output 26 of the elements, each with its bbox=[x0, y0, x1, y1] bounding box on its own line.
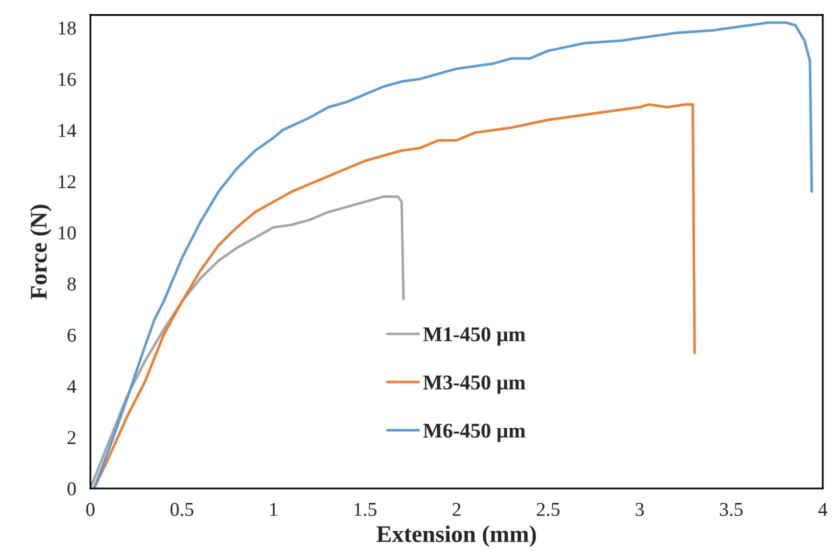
x-tick-label: 0.5 bbox=[170, 502, 194, 516]
x-tick-label: 3 bbox=[636, 502, 644, 516]
legend-label: M1-450 µm bbox=[423, 327, 526, 346]
y-axis-title: Force (N) bbox=[30, 204, 52, 300]
x-tick-label: 1 bbox=[270, 502, 278, 516]
y-tick-label: 10 bbox=[58, 226, 76, 240]
line-series bbox=[92, 21, 814, 488]
legend-label: M6-450 µm bbox=[423, 424, 526, 442]
y-tick-label: 2 bbox=[68, 431, 76, 444]
y-tick-label: 8 bbox=[68, 277, 76, 291]
y-tick-label: 6 bbox=[68, 328, 76, 342]
y-tick-label: 4 bbox=[67, 380, 76, 393]
x-tick-label: 1.5 bbox=[354, 502, 376, 516]
legend-label: M3-450 µm bbox=[423, 375, 526, 394]
line-series bbox=[90, 195, 405, 488]
x-tick-label: 2.5 bbox=[536, 502, 560, 516]
x-axis-title: Extension (mm) bbox=[376, 525, 536, 547]
x-tick-label: 2 bbox=[452, 502, 460, 516]
y-tick-label: 18 bbox=[58, 22, 76, 35]
x-tick-label: 3.5 bbox=[720, 502, 743, 516]
y-tick-label: 16 bbox=[58, 72, 76, 86]
y-tick-label: 14 bbox=[58, 124, 76, 137]
y-tick-label: 12 bbox=[58, 175, 76, 188]
x-tick-label: 4 bbox=[818, 502, 828, 516]
y-tick-label: 0 bbox=[68, 482, 76, 496]
x-tick-label: 0 bbox=[86, 502, 95, 516]
